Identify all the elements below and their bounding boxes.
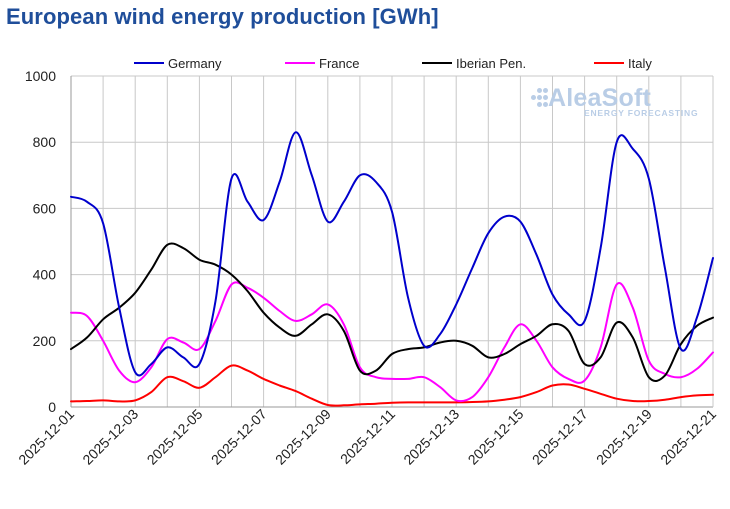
y-tick-label: 400 bbox=[33, 267, 57, 283]
legend-swatch-italy bbox=[594, 62, 624, 64]
x-tick-label: 2025-12-07 bbox=[208, 406, 270, 468]
x-tick-label: 2025-12-09 bbox=[272, 406, 334, 468]
legend-label-italy: Italy bbox=[628, 55, 652, 71]
x-tick-label: 2025-12-01 bbox=[15, 406, 77, 468]
y-tick-label: 200 bbox=[33, 333, 57, 349]
x-tick-label: 2025-12-17 bbox=[529, 406, 591, 468]
legend-swatch-france bbox=[285, 62, 315, 64]
series-line-france bbox=[70, 281, 714, 403]
x-tick-label: 2025-12-13 bbox=[400, 406, 462, 468]
legend-swatch-iberian bbox=[422, 62, 452, 64]
logo-tagline: ENERGY FORECASTING bbox=[584, 108, 699, 118]
y-tick-label: 1000 bbox=[25, 68, 56, 84]
y-tick-label: 800 bbox=[33, 134, 57, 150]
x-tick-label: 2025-12-15 bbox=[465, 406, 527, 468]
series-line-italy bbox=[70, 364, 714, 407]
legend-label-iberian: Iberian Pen. bbox=[456, 55, 527, 71]
legend-item-iberian[interactable]: Iberian Pen. bbox=[422, 54, 526, 72]
legend-label-france: France bbox=[319, 55, 360, 71]
x-tick-label: 2025-12-03 bbox=[79, 406, 141, 468]
y-tick-label: 0 bbox=[48, 399, 56, 415]
x-tick-label: 2025-12-21 bbox=[657, 406, 719, 468]
legend-swatch-germany bbox=[134, 62, 164, 64]
x-tick-label: 2025-12-05 bbox=[144, 406, 206, 468]
x-tick-label: 2025-12-11 bbox=[337, 406, 398, 467]
series-line-germany bbox=[70, 131, 714, 377]
series-line-iberian-pen bbox=[70, 242, 714, 382]
legend-label-germany: Germany bbox=[168, 55, 222, 71]
legend-item-germany[interactable]: Germany bbox=[134, 54, 221, 72]
legend-item-france[interactable]: France bbox=[285, 54, 359, 72]
legend: Germany France Iberian Pen. Italy bbox=[0, 54, 730, 72]
dots-logo-icon bbox=[528, 87, 548, 109]
chart-title: European wind energy production [GWh] bbox=[6, 4, 439, 29]
y-tick-label: 600 bbox=[33, 200, 57, 216]
aleasoft-logo: AleaSoft ENERGY FORECASTING bbox=[528, 84, 708, 120]
x-tick-label: 2025-12-19 bbox=[593, 406, 655, 468]
legend-item-italy[interactable]: Italy bbox=[594, 54, 652, 72]
logo-name: AleaSoft bbox=[548, 84, 652, 112]
